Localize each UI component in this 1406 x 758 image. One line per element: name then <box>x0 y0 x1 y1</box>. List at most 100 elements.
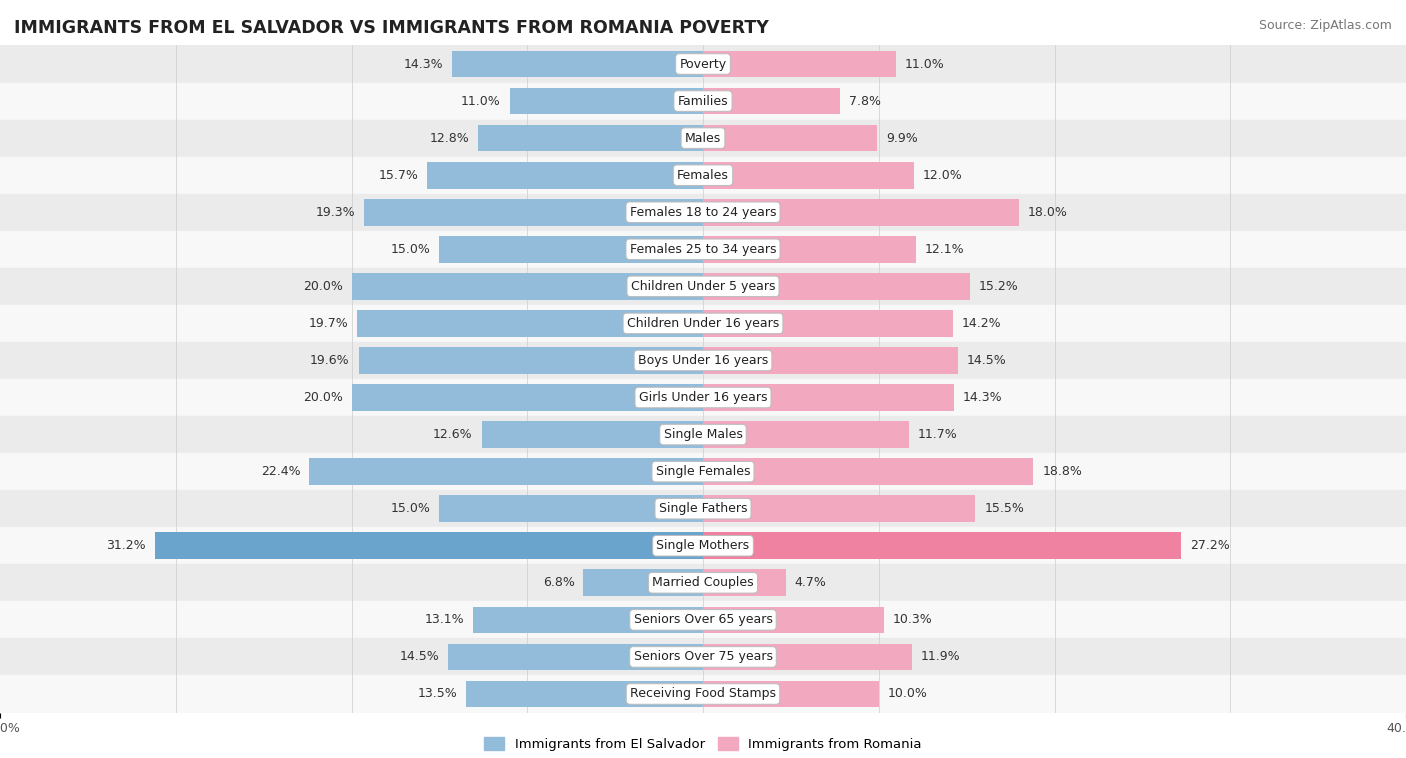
Text: Children Under 16 years: Children Under 16 years <box>627 317 779 330</box>
Text: Families: Families <box>678 95 728 108</box>
Text: Girls Under 16 years: Girls Under 16 years <box>638 391 768 404</box>
Bar <box>703 162 914 189</box>
Bar <box>352 273 703 299</box>
Text: 13.5%: 13.5% <box>418 688 457 700</box>
Text: 27.2%: 27.2% <box>1189 539 1230 553</box>
Text: Females 25 to 34 years: Females 25 to 34 years <box>630 243 776 255</box>
Bar <box>427 162 703 189</box>
Bar <box>0 194 1406 230</box>
Bar <box>703 681 879 707</box>
Text: 14.5%: 14.5% <box>967 354 1007 367</box>
Bar <box>0 230 1406 268</box>
Text: 18.0%: 18.0% <box>1028 205 1069 219</box>
Text: Poverty: Poverty <box>679 58 727 70</box>
Text: 14.3%: 14.3% <box>404 58 443 70</box>
Text: Single Males: Single Males <box>664 428 742 441</box>
Text: 12.8%: 12.8% <box>429 132 470 145</box>
Text: Children Under 5 years: Children Under 5 years <box>631 280 775 293</box>
Bar <box>703 88 841 114</box>
Text: 19.3%: 19.3% <box>315 205 354 219</box>
Bar <box>703 421 908 448</box>
Bar <box>510 88 703 114</box>
Bar <box>703 199 1019 226</box>
Text: Single Mothers: Single Mothers <box>657 539 749 553</box>
Text: IMMIGRANTS FROM EL SALVADOR VS IMMIGRANTS FROM ROMANIA POVERTY: IMMIGRANTS FROM EL SALVADOR VS IMMIGRANT… <box>14 19 769 37</box>
Bar <box>357 310 703 337</box>
Text: 10.0%: 10.0% <box>887 688 928 700</box>
Text: Source: ZipAtlas.com: Source: ZipAtlas.com <box>1258 19 1392 32</box>
Bar <box>0 45 1406 83</box>
Bar <box>703 273 970 299</box>
Bar <box>583 569 703 596</box>
Bar <box>449 644 703 670</box>
Bar <box>703 606 884 633</box>
Text: 9.9%: 9.9% <box>886 132 918 145</box>
Bar <box>478 125 703 152</box>
Text: 19.6%: 19.6% <box>311 354 350 367</box>
Legend: Immigrants from El Salvador, Immigrants from Romania: Immigrants from El Salvador, Immigrants … <box>479 731 927 756</box>
Bar <box>703 532 1181 559</box>
Bar <box>364 199 703 226</box>
Text: 6.8%: 6.8% <box>543 576 575 589</box>
Bar <box>0 601 1406 638</box>
Bar <box>439 236 703 262</box>
Text: 15.0%: 15.0% <box>391 243 430 255</box>
Bar <box>0 83 1406 120</box>
Text: Seniors Over 75 years: Seniors Over 75 years <box>634 650 772 663</box>
Text: Married Couples: Married Couples <box>652 576 754 589</box>
Bar <box>439 496 703 522</box>
Bar <box>0 120 1406 157</box>
Bar <box>309 459 703 485</box>
Text: Receiving Food Stamps: Receiving Food Stamps <box>630 688 776 700</box>
Bar <box>465 681 703 707</box>
Text: 15.5%: 15.5% <box>984 503 1024 515</box>
Text: 12.1%: 12.1% <box>925 243 965 255</box>
Text: 15.0%: 15.0% <box>391 503 430 515</box>
Text: Females: Females <box>678 169 728 182</box>
Bar <box>0 268 1406 305</box>
Text: 20.0%: 20.0% <box>302 280 343 293</box>
Bar <box>0 564 1406 601</box>
Text: 11.0%: 11.0% <box>461 95 501 108</box>
Bar <box>703 644 912 670</box>
Text: 14.3%: 14.3% <box>963 391 1002 404</box>
Bar <box>703 384 955 411</box>
Text: 18.8%: 18.8% <box>1042 465 1083 478</box>
Text: 11.7%: 11.7% <box>917 428 957 441</box>
Bar <box>481 421 703 448</box>
Bar <box>359 347 703 374</box>
Text: 13.1%: 13.1% <box>425 613 464 626</box>
Bar <box>703 459 1033 485</box>
Text: 14.2%: 14.2% <box>962 317 1001 330</box>
Text: Single Females: Single Females <box>655 465 751 478</box>
Bar <box>352 384 703 411</box>
Text: 12.6%: 12.6% <box>433 428 472 441</box>
Bar <box>0 453 1406 490</box>
Bar <box>703 569 786 596</box>
Text: 19.7%: 19.7% <box>308 317 349 330</box>
Bar <box>0 528 1406 564</box>
Bar <box>0 638 1406 675</box>
Text: 31.2%: 31.2% <box>107 539 146 553</box>
Text: 11.0%: 11.0% <box>905 58 945 70</box>
Text: Single Fathers: Single Fathers <box>659 503 747 515</box>
Bar <box>703 125 877 152</box>
Bar <box>0 379 1406 416</box>
Text: 14.5%: 14.5% <box>399 650 439 663</box>
Bar <box>0 675 1406 713</box>
Text: 11.9%: 11.9% <box>921 650 960 663</box>
Text: 22.4%: 22.4% <box>262 465 301 478</box>
Text: 12.0%: 12.0% <box>922 169 963 182</box>
Text: Boys Under 16 years: Boys Under 16 years <box>638 354 768 367</box>
Text: 4.7%: 4.7% <box>794 576 827 589</box>
Text: Females 18 to 24 years: Females 18 to 24 years <box>630 205 776 219</box>
Bar <box>451 51 703 77</box>
Text: 15.7%: 15.7% <box>378 169 419 182</box>
Bar <box>703 496 976 522</box>
Bar <box>0 490 1406 528</box>
Bar <box>703 310 953 337</box>
Bar <box>0 157 1406 194</box>
Text: 10.3%: 10.3% <box>893 613 932 626</box>
Bar <box>0 342 1406 379</box>
Bar <box>472 606 703 633</box>
